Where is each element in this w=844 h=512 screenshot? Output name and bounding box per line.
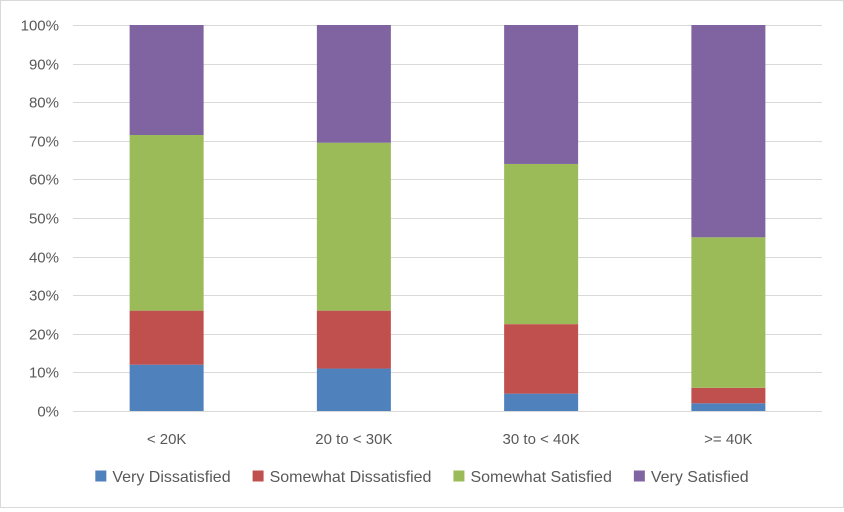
legend-label: Somewhat Dissatisfied [270, 469, 432, 486]
y-tick-label: 0% [37, 404, 59, 421]
legend: Very Dissatisfied Somewhat Dissatisfied So… [95, 469, 749, 486]
legend-swatch [633, 470, 645, 482]
y-axis-tick-labels: 0% 10% 20% 30% 40% 50% 60% 70% 80% 90% 100% [21, 18, 59, 421]
legend-swatch [252, 470, 264, 482]
legend-swatch [95, 470, 107, 482]
legend-item-very-satisfied: Very Satisfied [633, 469, 749, 486]
bar-segment-somewhat-dissatisfied [504, 324, 579, 394]
bar-segment-very-satisfied [129, 25, 204, 136]
bar-segment-somewhat-satisfied [129, 135, 204, 311]
legend-swatch [453, 470, 465, 482]
bar-segment-very-dissatisfied [129, 364, 204, 411]
x-tick-label: >= 40K [704, 431, 752, 448]
bar-segment-very-dissatisfied [691, 403, 766, 411]
bar-segment-somewhat-dissatisfied [129, 310, 204, 365]
legend-item-somewhat-dissatisfied: Somewhat Dissatisfied [252, 469, 432, 486]
bar-segment-very-satisfied [691, 25, 766, 238]
y-tick-label: 80% [29, 95, 59, 112]
bar-segment-somewhat-satisfied [691, 237, 766, 388]
bar-segment-somewhat-dissatisfied [691, 387, 766, 404]
y-tick-label: 100% [21, 18, 59, 35]
x-axis-tick-labels: < 20K 20 to < 30K 30 to < 40K >= 40K [147, 431, 753, 448]
bar-segment-very-satisfied [316, 25, 391, 143]
bar-segment-very-dissatisfied [504, 393, 579, 411]
legend-item-very-dissatisfied: Very Dissatisfied [95, 469, 231, 486]
y-tick-label: 90% [29, 57, 59, 74]
bar-segment-somewhat-satisfied [504, 163, 579, 325]
y-tick-label: 30% [29, 288, 59, 305]
y-tick-label: 70% [29, 134, 59, 151]
legend-label: Somewhat Satisfied [470, 469, 611, 486]
bar-segment-very-satisfied [504, 25, 579, 164]
x-tick-label: 30 to < 40K [503, 431, 580, 448]
bar-segment-somewhat-dissatisfied [316, 310, 391, 369]
x-tick-label: < 20K [147, 431, 187, 448]
y-tick-label: 60% [29, 172, 59, 189]
x-tick-label: 20 to < 30K [315, 431, 392, 448]
legend-label: Very Satisfied [651, 469, 749, 486]
y-tick-label: 40% [29, 250, 59, 267]
legend-label: Very Dissatisfied [112, 469, 230, 486]
y-tick-label: 20% [29, 327, 59, 344]
bar-segment-very-dissatisfied [316, 368, 391, 411]
bar-segment-somewhat-satisfied [316, 142, 391, 311]
bars [129, 25, 766, 411]
y-tick-label: 10% [29, 365, 59, 382]
y-tick-label: 50% [29, 211, 59, 228]
legend-item-somewhat-satisfied: Somewhat Satisfied [453, 469, 612, 486]
